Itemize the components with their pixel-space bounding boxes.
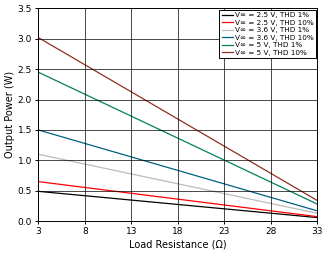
X-axis label: Load Resistance (Ω): Load Resistance (Ω) — [129, 239, 227, 249]
V∞ = 2.5 V, THD 1% — [88, 195, 92, 198]
V∞ = 2.5 V, THD 10% — [292, 212, 296, 215]
V∞ = 3.6 V, THD 1% — [88, 164, 92, 167]
Line: V∞ = 2.5 V, THD 1%: V∞ = 2.5 V, THD 1% — [38, 191, 318, 218]
V∞ = 5 V, THD 1% — [88, 95, 92, 98]
V∞ = 2.5 V, THD 10% — [48, 182, 51, 185]
V∞ = 3.6 V, THD 1% — [301, 209, 305, 212]
V∞ = 3.6 V, THD 10% — [48, 132, 51, 135]
Y-axis label: Output Power (W): Output Power (W) — [5, 71, 15, 158]
V∞ = 2.5 V, THD 1% — [36, 190, 40, 193]
V∞ = 5 V, THD 1% — [53, 79, 57, 82]
V∞ = 5 V, THD 1% — [316, 203, 319, 206]
V∞ = 5 V, THD 10% — [53, 46, 57, 49]
V∞ = 3.6 V, THD 1% — [111, 168, 114, 171]
V∞ = 3.6 V, THD 10% — [88, 144, 92, 147]
V∞ = 3.6 V, THD 1% — [316, 212, 319, 215]
V∞ = 2.5 V, THD 10% — [111, 189, 114, 193]
V∞ = 5 V, THD 10% — [316, 199, 319, 202]
V∞ = 3.6 V, THD 1% — [48, 155, 51, 158]
V∞ = 5 V, THD 1% — [36, 71, 40, 74]
Line: V∞ = 5 V, THD 1%: V∞ = 5 V, THD 1% — [38, 72, 318, 204]
V∞ = 5 V, THD 1% — [48, 76, 51, 79]
V∞ = 2.5 V, THD 10% — [36, 180, 40, 183]
V∞ = 5 V, THD 10% — [292, 185, 296, 188]
V∞ = 3.6 V, THD 10% — [301, 205, 305, 208]
V∞ = 5 V, THD 10% — [111, 80, 114, 83]
V∞ = 5 V, THD 1% — [301, 196, 305, 199]
V∞ = 5 V, THD 10% — [36, 36, 40, 39]
V∞ = 2.5 V, THD 1% — [53, 191, 57, 194]
Line: V∞ = 5 V, THD 10%: V∞ = 5 V, THD 10% — [38, 38, 318, 201]
Line: V∞ = 2.5 V, THD 10%: V∞ = 2.5 V, THD 10% — [38, 182, 318, 217]
Legend: V∞ = 2.5 V, THD 1%, V∞ = 2.5 V, THD 10%, V∞ = 3.6 V, THD 1%, V∞ = 3.6 V, THD 10%: V∞ = 2.5 V, THD 1%, V∞ = 2.5 V, THD 10%,… — [219, 10, 316, 58]
Line: V∞ = 3.6 V, THD 10%: V∞ = 3.6 V, THD 10% — [38, 130, 318, 211]
V∞ = 2.5 V, THD 1% — [48, 191, 51, 194]
V∞ = 5 V, THD 10% — [88, 66, 92, 69]
V∞ = 5 V, THD 10% — [48, 43, 51, 46]
V∞ = 3.6 V, THD 10% — [36, 129, 40, 132]
V∞ = 2.5 V, THD 1% — [301, 215, 305, 218]
V∞ = 3.6 V, THD 10% — [292, 202, 296, 205]
V∞ = 2.5 V, THD 1% — [111, 197, 114, 200]
V∞ = 2.5 V, THD 1% — [316, 216, 319, 219]
V∞ = 3.6 V, THD 10% — [316, 209, 319, 212]
V∞ = 2.5 V, THD 10% — [316, 215, 319, 218]
Line: V∞ = 3.6 V, THD 1%: V∞ = 3.6 V, THD 1% — [38, 154, 318, 213]
V∞ = 5 V, THD 1% — [111, 106, 114, 109]
V∞ = 2.5 V, THD 10% — [88, 187, 92, 190]
V∞ = 3.6 V, THD 1% — [292, 207, 296, 210]
V∞ = 2.5 V, THD 10% — [301, 213, 305, 216]
V∞ = 3.6 V, THD 10% — [53, 133, 57, 136]
V∞ = 3.6 V, THD 1% — [53, 156, 57, 159]
V∞ = 5 V, THD 1% — [292, 191, 296, 194]
V∞ = 3.6 V, THD 10% — [111, 150, 114, 153]
V∞ = 2.5 V, THD 10% — [53, 182, 57, 185]
V∞ = 5 V, THD 10% — [301, 191, 305, 194]
V∞ = 2.5 V, THD 1% — [292, 214, 296, 217]
V∞ = 3.6 V, THD 1% — [36, 153, 40, 156]
